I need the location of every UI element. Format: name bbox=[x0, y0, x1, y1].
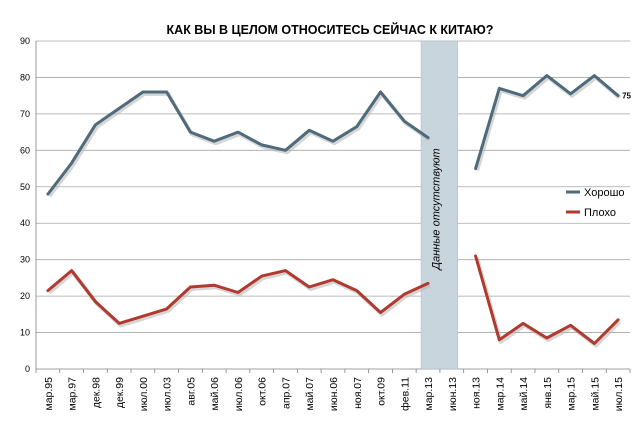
series-line-Плохо bbox=[474, 254, 620, 345]
end-value-label: 75 bbox=[622, 92, 631, 101]
x-tick-label: авг.05 bbox=[185, 377, 197, 406]
x-tick-label: фев.11 bbox=[399, 377, 411, 411]
x-tick-label: июл.06 bbox=[233, 377, 245, 411]
missing-data-band: Данные отсутствуют bbox=[420, 40, 459, 370]
x-tick-label: ноя.07 bbox=[352, 377, 364, 409]
tick-labels: 0 10 20 30 40 50 60 70 80 90 мар.95 мар.97 дек.98 дек… bbox=[20, 36, 625, 411]
x-tick-label: июл.15 bbox=[613, 377, 625, 411]
series-line-Плохо bbox=[46, 269, 430, 325]
x-tick-label: май.06 bbox=[209, 377, 221, 411]
x-tick-label: дек.99 bbox=[114, 377, 126, 408]
y-tick-label: 10 bbox=[20, 328, 30, 338]
y-tick-label: 0 bbox=[25, 364, 30, 374]
x-tick-label: мар.97 bbox=[67, 377, 79, 411]
y-tick-label: 20 bbox=[20, 291, 30, 301]
x-tick-label: ноя.13 bbox=[471, 377, 483, 409]
series-line-Хорошо bbox=[474, 74, 620, 171]
x-tick-label: мар.13 bbox=[423, 377, 435, 411]
legend-label: Плохо bbox=[584, 207, 616, 219]
x-tick-label: окт.09 bbox=[376, 377, 388, 406]
series-line-Хорошо bbox=[46, 90, 430, 196]
x-tick-label: дек.98 bbox=[90, 377, 102, 408]
x-tick-label: июн.06 bbox=[328, 377, 340, 411]
legend: Хорошо Плохо bbox=[566, 187, 625, 219]
chart-title: КАК ВЫ В ЦЕЛОМ ОТНОСИТЕСЬ СЕЙЧАС К КИТАЮ… bbox=[167, 22, 494, 37]
x-tick-label: май.07 bbox=[304, 377, 316, 411]
x-tick-label: мар.14 bbox=[494, 377, 506, 411]
x-tick-label: окт.06 bbox=[257, 377, 269, 406]
x-tick-label: июл.03 bbox=[162, 377, 174, 411]
y-tick-label: 30 bbox=[20, 255, 30, 265]
gridlines bbox=[36, 40, 630, 370]
series-shadow-1 bbox=[475, 257, 622, 348]
series-shadow-0 bbox=[47, 92, 431, 198]
x-tick-label: апр.07 bbox=[280, 377, 292, 409]
y-tick-label: 90 bbox=[20, 36, 30, 46]
y-tick-label: 40 bbox=[20, 218, 30, 228]
missing-data-band-rect bbox=[420, 40, 459, 370]
y-tick-label: 70 bbox=[20, 109, 30, 119]
series-lines: 75 bbox=[46, 74, 632, 348]
x-tick-label: янв.15 bbox=[542, 377, 554, 409]
x-tick-label: мар.15 bbox=[566, 377, 578, 411]
x-tick-label: июл.00 bbox=[138, 377, 150, 411]
x-tick-label: июн.13 bbox=[447, 377, 459, 411]
x-tick-label: мар.95 bbox=[43, 377, 55, 411]
missing-data-label: Данные отсутствуют bbox=[430, 148, 442, 271]
x-tick-label: май.15 bbox=[589, 377, 601, 411]
axes bbox=[35, 41, 631, 373]
legend-label: Хорошо bbox=[584, 187, 625, 199]
y-tick-label: 50 bbox=[20, 182, 30, 192]
series-shadow-1 bbox=[48, 270, 431, 328]
y-tick-label: 80 bbox=[20, 72, 30, 82]
y-tick-label: 60 bbox=[20, 145, 30, 155]
x-tick-label: май.14 bbox=[518, 377, 530, 411]
